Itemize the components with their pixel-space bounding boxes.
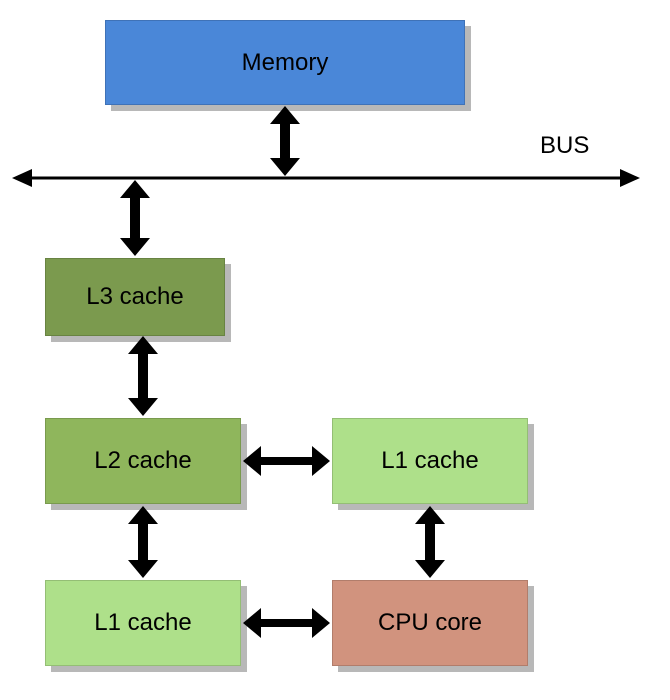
l3-box: L3 cache xyxy=(45,258,225,336)
memory-box: Memory xyxy=(105,20,465,105)
cpu-box: CPU core xyxy=(332,580,528,666)
bus-label: BUS xyxy=(540,132,589,160)
l1_right-box: L1 cache xyxy=(332,418,528,504)
l2-box: L2 cache xyxy=(45,418,241,504)
l1_left-box: L1 cache xyxy=(45,580,241,666)
